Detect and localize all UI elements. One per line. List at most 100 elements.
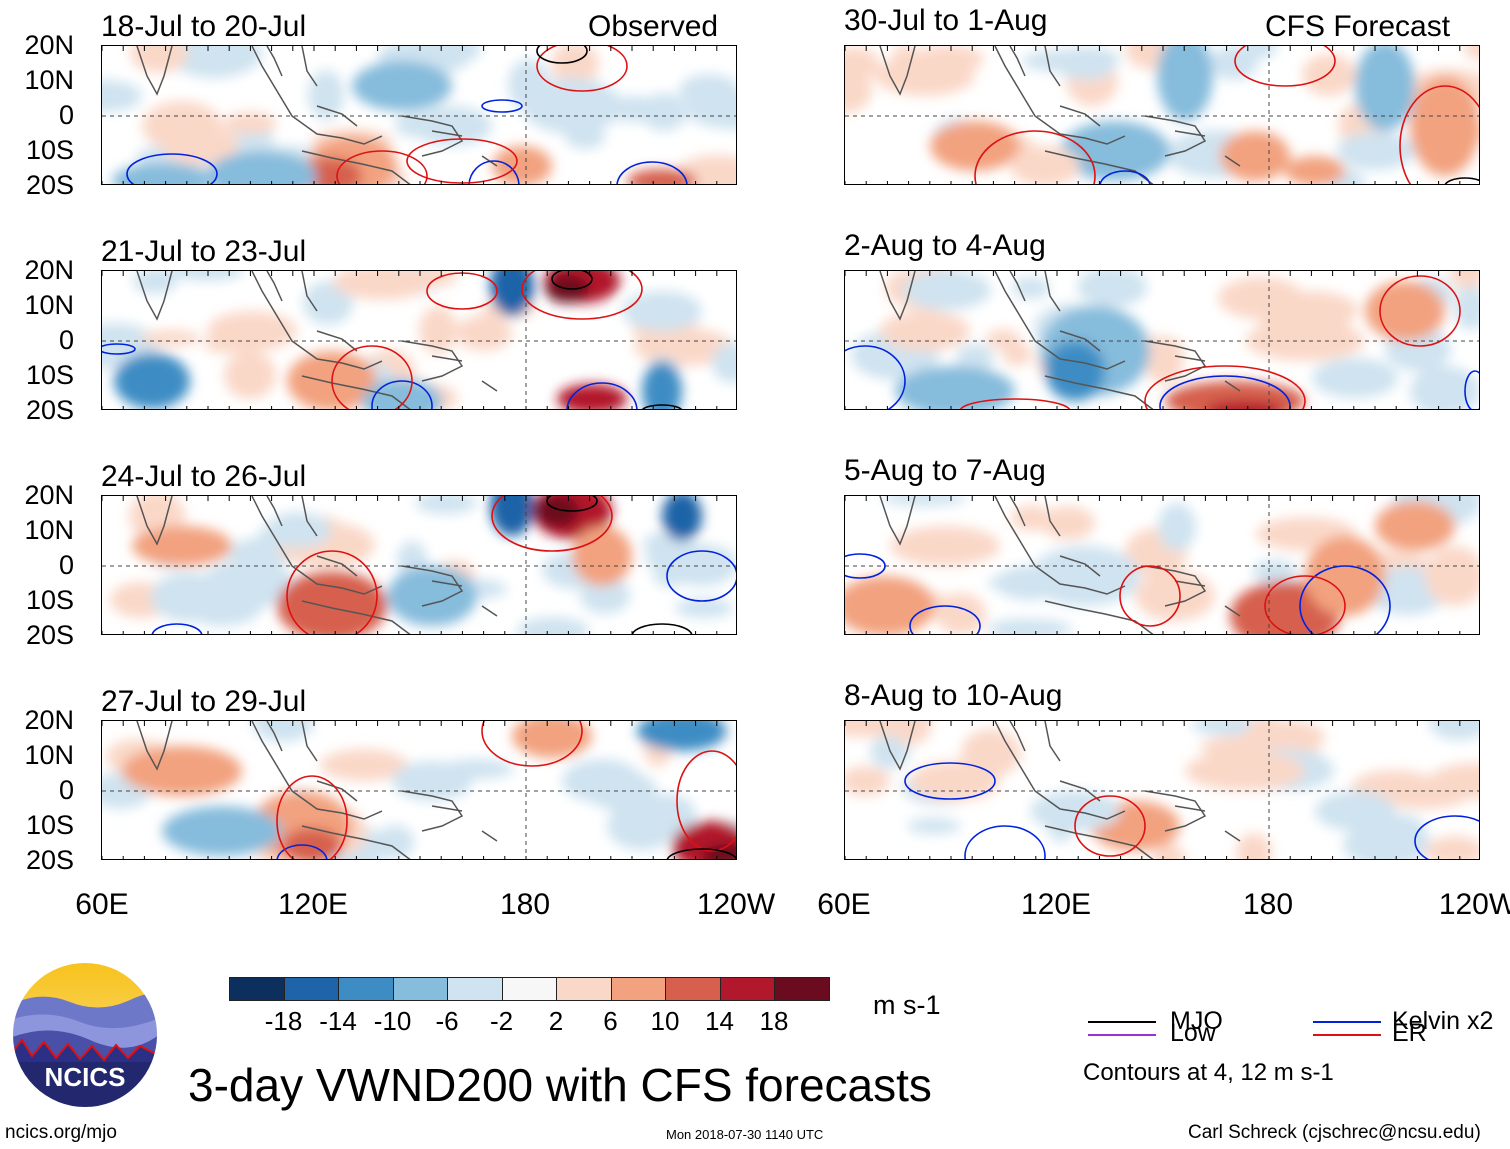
anomaly-blob (522, 78, 622, 134)
author-credit: Carl Schreck (cjschrec@ncsu.edu) (1188, 1122, 1481, 1143)
anomaly-blob (277, 571, 387, 634)
lat-tick: 0 (58, 100, 74, 130)
er-contour (1264, 575, 1346, 634)
map-panel-fcst-1 (844, 45, 1480, 185)
anomaly-blob (142, 101, 222, 151)
er-contour (1399, 85, 1479, 184)
anomaly-blob (1425, 836, 1479, 859)
lat-tick: 10S (25, 135, 74, 165)
anomaly-blob (512, 721, 592, 758)
er-contour (426, 272, 498, 310)
coastline (879, 721, 1241, 859)
lat-tick: 20S (25, 845, 74, 875)
anomaly-patch (265, 512, 331, 548)
anomaly-blob (642, 361, 682, 409)
lat-tick: 10S (25, 810, 74, 840)
website-link[interactable]: ncics.org/mjo (5, 1122, 117, 1143)
anomaly-blob (387, 566, 477, 626)
anomaly-patch (308, 70, 344, 120)
colorbar-tick: -2 (489, 1006, 514, 1036)
anomaly-blob (1165, 381, 1305, 409)
colorbar-tick: 18 (759, 1006, 789, 1036)
anomaly-blob (535, 496, 579, 527)
kelvin-contour (666, 550, 736, 602)
anomaly-blob (667, 546, 736, 586)
anomaly-blob (1030, 546, 1140, 606)
anomaly-patch (1343, 823, 1429, 859)
kelvin-contour (1099, 170, 1151, 184)
anomaly-blob (637, 721, 727, 751)
lon-tick: 120E (1020, 888, 1092, 921)
colorbar-tick: -14 (319, 1006, 357, 1036)
er-contour (276, 775, 348, 859)
panel-title: 2-Aug to 4-Aug (844, 229, 1046, 262)
lat-tick: 10N (24, 65, 74, 95)
kelvin-contour (566, 382, 638, 409)
colorbar-tick: 2 (548, 1006, 564, 1036)
panel-title: 30-Jul to 1-Aug (844, 4, 1048, 37)
anomaly-patch (419, 306, 457, 354)
anomaly-blob (1375, 501, 1455, 551)
anomaly-blob (557, 384, 627, 409)
anomaly-patch (429, 46, 481, 63)
anomaly-blob (490, 496, 534, 536)
observed-label: Observed (588, 10, 719, 43)
anomaly-blob (845, 766, 890, 796)
panel-title: 24-Jul to 26-Jul (101, 460, 307, 493)
anomaly-blob (622, 291, 702, 331)
colorbar-cell (501, 977, 557, 1001)
vwnd-heatmap (102, 46, 736, 184)
anomaly-patch (1158, 503, 1196, 551)
legend-kelvin-label: Kelvin x2 (1392, 1007, 1494, 1035)
kelvin-contour (909, 605, 981, 634)
anomaly-patch (456, 315, 512, 351)
lat-tick: 10N (24, 740, 74, 770)
lon-tick: 120E (277, 888, 349, 921)
er-contour (1234, 46, 1336, 87)
kelvin-contour (126, 153, 218, 184)
anomaly-blob (1060, 121, 1170, 181)
anomaly-blob (875, 56, 975, 96)
anomaly-blob (1135, 571, 1215, 621)
anomaly-patch (1262, 291, 1358, 329)
lat-tick: 0 (58, 775, 74, 805)
vwnd-heatmap (102, 496, 736, 634)
mjo-contour (1444, 177, 1479, 184)
colorbar-cell (338, 977, 394, 1001)
cfs-forecast-label: CFS Forecast (1265, 10, 1451, 43)
anomaly-blob (132, 526, 232, 566)
lon-tick: 60E (817, 888, 871, 921)
anomaly-blob (845, 576, 935, 634)
anomaly-blob (1285, 156, 1345, 184)
anomaly-blob (1365, 281, 1445, 341)
map-panel-fcst-4 (844, 720, 1480, 860)
legend-low-label: Low (1170, 1019, 1216, 1047)
anomaly-blob (162, 806, 282, 856)
kelvin-contour (904, 762, 996, 800)
lon-tick: 120W (696, 888, 776, 921)
er-contour (336, 150, 428, 184)
anomaly-patch (1429, 721, 1479, 740)
kelvin-contour (616, 161, 688, 184)
colorbar-tick: -18 (264, 1006, 303, 1036)
legend-mjo-label: MJO (1170, 1007, 1223, 1035)
anomaly-blob (492, 146, 552, 184)
ncics-logo[interactable]: NCICS (10, 960, 160, 1110)
kelvin-contour (964, 825, 1046, 859)
map-panel-fcst-3 (844, 495, 1480, 635)
lat-tick: 20S (25, 170, 74, 200)
lat-tick: 10S (25, 360, 74, 390)
map-panel-obs-2 (101, 270, 737, 410)
anomaly-blob (1185, 751, 1305, 791)
ncics-logo-graphic: NCICS (11, 961, 159, 1109)
er-contour (1379, 275, 1461, 347)
colorbar-cell (719, 977, 775, 1001)
anomaly-patch (1210, 46, 1258, 80)
anomaly-patch (890, 721, 932, 745)
anomaly-blob (890, 526, 1000, 566)
kelvin-contour (468, 160, 520, 184)
coastline (879, 271, 1241, 409)
er-contour (491, 496, 613, 552)
anomaly-patch (517, 617, 589, 634)
anomaly-patch (1011, 505, 1051, 531)
